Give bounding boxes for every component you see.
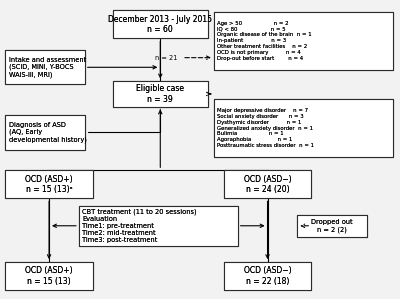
FancyBboxPatch shape <box>5 115 85 150</box>
FancyBboxPatch shape <box>79 206 238 246</box>
Text: Intake and assessment
(SCID, MINI, Y-BOCS
WAIS-III, MRI): Intake and assessment (SCID, MINI, Y-BOC… <box>8 57 86 78</box>
Text: Diagnosis of ASD
(AQ, Early
developmental history): Diagnosis of ASD (AQ, Early developmenta… <box>8 122 86 143</box>
Text: OCD (ASD+)
n = 15 (13)ᵃ: OCD (ASD+) n = 15 (13)ᵃ <box>25 175 73 194</box>
Text: Intake and assessment
(SCID, MINI, Y-BOCS
WAIS-III, MRI): Intake and assessment (SCID, MINI, Y-BOC… <box>8 57 86 78</box>
FancyBboxPatch shape <box>113 10 208 38</box>
FancyBboxPatch shape <box>297 215 367 237</box>
Text: OCD (ASD+)
n = 15 (13): OCD (ASD+) n = 15 (13) <box>25 266 73 286</box>
FancyBboxPatch shape <box>297 215 367 237</box>
Text: Dropped out
n = 2 (2): Dropped out n = 2 (2) <box>311 219 353 233</box>
Text: OCD (ASD+)
n = 15 (13)ᵃ: OCD (ASD+) n = 15 (13)ᵃ <box>25 175 73 194</box>
Text: Eligible case
n = 39: Eligible case n = 39 <box>136 84 184 104</box>
Text: CBT treatment (11 to 20 sessions)
Evaluation
Time1: pre-treatment
Time2: mid-tre: CBT treatment (11 to 20 sessions) Evalua… <box>82 208 197 243</box>
FancyBboxPatch shape <box>224 262 311 290</box>
FancyBboxPatch shape <box>5 170 93 198</box>
FancyBboxPatch shape <box>5 50 85 84</box>
FancyBboxPatch shape <box>113 81 208 106</box>
FancyBboxPatch shape <box>224 170 311 198</box>
Text: Age > 50                  n = 2
IQ < 80                   n = 5
Organic disease : Age > 50 n = 2 IQ < 80 n = 5 Organic dis… <box>217 21 312 60</box>
FancyBboxPatch shape <box>79 206 238 246</box>
Text: OCD (ASD+)
n = 15 (13): OCD (ASD+) n = 15 (13) <box>25 266 73 286</box>
Text: Major depressive disorder    n = 7
Social anxiety disorder      n = 3
Dysthymic : Major depressive disorder n = 7 Social a… <box>217 108 314 148</box>
Text: Major depressive disorder    n = 7
Social anxiety disorder      n = 3
Dysthymic : Major depressive disorder n = 7 Social a… <box>217 108 314 148</box>
FancyBboxPatch shape <box>5 170 93 198</box>
Text: Eligible case
n = 39: Eligible case n = 39 <box>136 84 184 104</box>
Text: December 2013 - July 2015
n = 60: December 2013 - July 2015 n = 60 <box>108 15 212 34</box>
FancyBboxPatch shape <box>113 81 208 106</box>
FancyBboxPatch shape <box>5 115 85 150</box>
FancyBboxPatch shape <box>113 10 208 38</box>
FancyBboxPatch shape <box>224 170 311 198</box>
Text: OCD (ASD−)
n = 22 (18): OCD (ASD−) n = 22 (18) <box>244 266 291 286</box>
Text: CBT treatment (11 to 20 sessions)
Evaluation
Time1: pre-treatment
Time2: mid-tre: CBT treatment (11 to 20 sessions) Evalua… <box>82 208 197 243</box>
Text: OCD (ASD−)
n = 24 (20): OCD (ASD−) n = 24 (20) <box>244 175 291 194</box>
Text: OCD (ASD−)
n = 22 (18): OCD (ASD−) n = 22 (18) <box>244 266 291 286</box>
FancyBboxPatch shape <box>5 262 93 290</box>
Text: December 2013 - July 2015
n = 60: December 2013 - July 2015 n = 60 <box>108 15 212 34</box>
Text: OCD (ASD−)
n = 24 (20): OCD (ASD−) n = 24 (20) <box>244 175 291 194</box>
FancyBboxPatch shape <box>5 50 85 84</box>
FancyBboxPatch shape <box>224 262 311 290</box>
FancyBboxPatch shape <box>214 99 393 157</box>
Text: Dropped out
n = 2 (2): Dropped out n = 2 (2) <box>311 219 353 233</box>
FancyBboxPatch shape <box>214 99 393 157</box>
Text: n = 21: n = 21 <box>155 55 178 61</box>
FancyBboxPatch shape <box>214 12 393 70</box>
FancyBboxPatch shape <box>5 262 93 290</box>
Text: Age > 50                  n = 2
IQ < 80                   n = 5
Organic disease : Age > 50 n = 2 IQ < 80 n = 5 Organic dis… <box>217 21 312 60</box>
FancyBboxPatch shape <box>214 12 393 70</box>
Text: Diagnosis of ASD
(AQ, Early
developmental history): Diagnosis of ASD (AQ, Early developmenta… <box>8 122 86 143</box>
